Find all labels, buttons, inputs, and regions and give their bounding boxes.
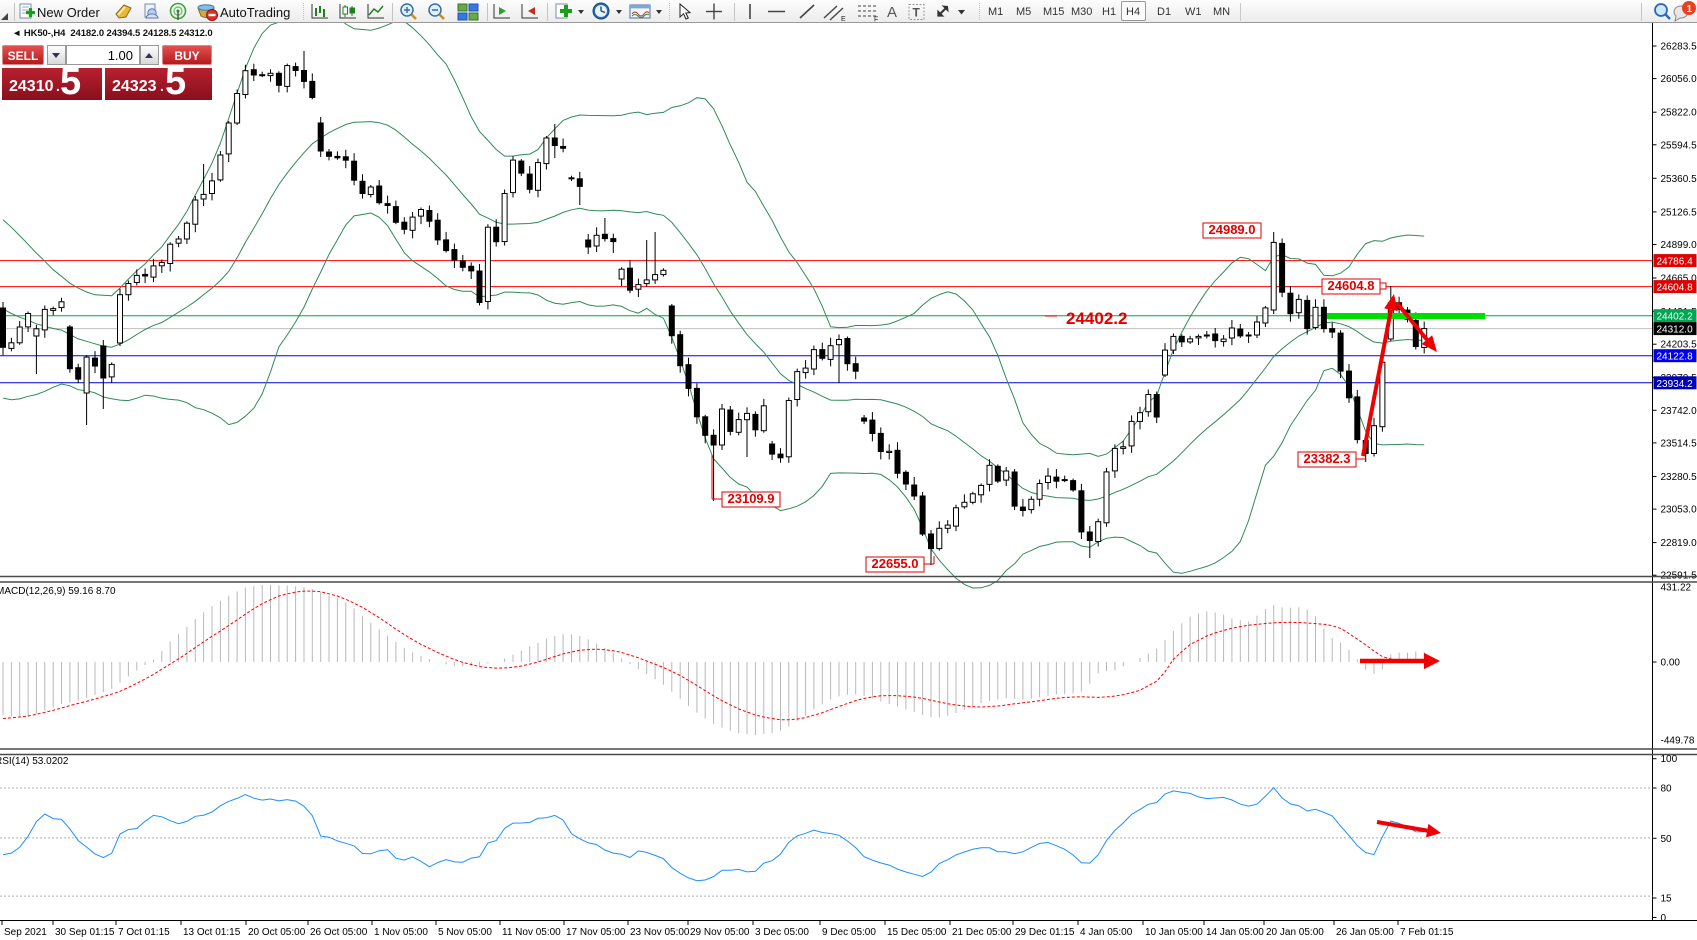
svg-text:13 Oct 01:15: 13 Oct 01:15 (183, 927, 241, 938)
svg-text:25360.5: 25360.5 (1661, 174, 1697, 185)
svg-text:24604.8: 24604.8 (1657, 283, 1694, 294)
svg-text:22819.0: 22819.0 (1661, 538, 1697, 549)
svg-text:24402.2: 24402.2 (1066, 309, 1127, 328)
svg-text:20 Jan 05:00: 20 Jan 05:00 (1266, 927, 1324, 938)
svg-text:25822.0: 25822.0 (1661, 108, 1697, 119)
svg-text:25594.5: 25594.5 (1661, 140, 1697, 151)
svg-text:29 Dec 01:15: 29 Dec 01:15 (1015, 927, 1075, 938)
svg-text:-449.78: -449.78 (1661, 736, 1695, 747)
svg-text:100: 100 (1661, 754, 1678, 765)
svg-text:1: 1 (1687, 4, 1693, 15)
svg-text:23280.5: 23280.5 (1661, 472, 1697, 483)
svg-text:26 Jan 05:00: 26 Jan 05:00 (1336, 927, 1394, 938)
svg-text:15 Dec 05:00: 15 Dec 05:00 (887, 927, 947, 938)
svg-text:5 Nov 05:00: 5 Nov 05:00 (438, 927, 492, 938)
svg-text:24989.0: 24989.0 (1209, 222, 1256, 237)
svg-text:26056.0: 26056.0 (1661, 74, 1697, 85)
svg-text:10 Jan 05:00: 10 Jan 05:00 (1145, 927, 1203, 938)
svg-text:23742.0: 23742.0 (1661, 406, 1697, 417)
svg-text:22655.0: 22655.0 (872, 556, 919, 571)
svg-text:0.00: 0.00 (1661, 658, 1681, 669)
svg-text:23109.9: 23109.9 (728, 491, 775, 506)
svg-text:30 Sep 01:15: 30 Sep 01:15 (55, 927, 115, 938)
svg-text:80: 80 (1661, 784, 1673, 795)
svg-text:50: 50 (1661, 834, 1673, 845)
svg-text:7 Oct 01:15: 7 Oct 01:15 (118, 927, 170, 938)
svg-text:24312.0: 24312.0 (1657, 325, 1694, 336)
svg-text:23382.3: 23382.3 (1304, 451, 1351, 466)
svg-text:24402.2: 24402.2 (1657, 312, 1694, 323)
svg-text:25126.5: 25126.5 (1661, 207, 1697, 218)
svg-text:23 Nov 05:00: 23 Nov 05:00 (630, 927, 690, 938)
svg-text:24899.0: 24899.0 (1661, 240, 1697, 251)
svg-text:23934.2: 23934.2 (1657, 379, 1694, 390)
svg-text:14 Jan 05:00: 14 Jan 05:00 (1206, 927, 1264, 938)
svg-text:29 Nov 05:00: 29 Nov 05:00 (690, 927, 750, 938)
svg-text:24203.5: 24203.5 (1661, 340, 1697, 351)
svg-text:11 Nov 05:00: 11 Nov 05:00 (502, 927, 561, 938)
svg-text:17 Nov 05:00: 17 Nov 05:00 (566, 927, 626, 938)
svg-text:24665.0: 24665.0 (1661, 274, 1697, 285)
svg-text:24604.8: 24604.8 (1328, 278, 1375, 293)
svg-text:4 Jan 05:00: 4 Jan 05:00 (1080, 927, 1133, 938)
svg-text:9 Dec 05:00: 9 Dec 05:00 (822, 927, 876, 938)
svg-text:24122.8: 24122.8 (1657, 352, 1694, 363)
svg-text:3 Dec 05:00: 3 Dec 05:00 (755, 927, 809, 938)
svg-text:26 Oct 05:00: 26 Oct 05:00 (310, 927, 368, 938)
svg-text:MACD(12,26,9) 59.16 8.70: MACD(12,26,9) 59.16 8.70 (0, 586, 116, 597)
svg-text:20 Oct 05:00: 20 Oct 05:00 (248, 927, 306, 938)
svg-text:1 Nov 05:00: 1 Nov 05:00 (374, 927, 428, 938)
svg-text:431.22: 431.22 (1661, 583, 1692, 594)
svg-text:26283.5: 26283.5 (1661, 42, 1697, 53)
svg-text:A: A (887, 4, 897, 21)
svg-text:Sep 2021: Sep 2021 (4, 927, 47, 938)
svg-text:7 Feb 01:15: 7 Feb 01:15 (1400, 927, 1454, 938)
svg-text:E: E (841, 16, 846, 23)
svg-text:T: T (913, 6, 921, 20)
svg-text:F: F (874, 17, 878, 24)
svg-text:15: 15 (1661, 894, 1673, 905)
svg-text:21 Dec 05:00: 21 Dec 05:00 (952, 927, 1012, 938)
svg-text:23053.0: 23053.0 (1661, 505, 1697, 516)
svg-text:23514.5: 23514.5 (1661, 438, 1697, 449)
svg-text:0: 0 (1661, 913, 1667, 924)
svg-text:24786.4: 24786.4 (1657, 257, 1694, 268)
svg-text:RSI(14) 53.0202: RSI(14) 53.0202 (0, 756, 69, 767)
